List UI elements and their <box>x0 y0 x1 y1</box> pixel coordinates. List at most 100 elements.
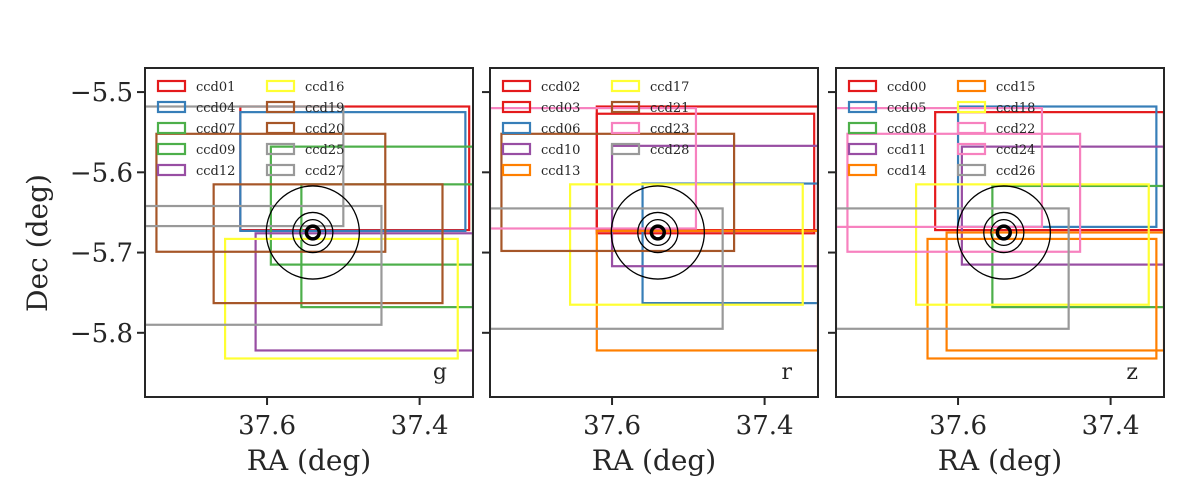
target-circle <box>265 185 361 280</box>
legend-swatch-ccd01 <box>156 79 187 93</box>
footprint-ccd00 <box>934 111 1164 232</box>
target-circle <box>299 219 327 246</box>
x-tick-label: 37.4 <box>736 411 794 441</box>
target-circle <box>292 211 334 254</box>
legend-label-ccd04: ccd04 <box>196 101 235 116</box>
footprint-ccd06 <box>641 182 818 305</box>
legend-swatch-ccd19 <box>265 100 296 114</box>
panels: −5.5 −5.6 −5.7 −5.8 37.6 37.4 RA (deg) g ccd01 cc… <box>70 67 1165 477</box>
legend-swatch-ccd05 <box>847 100 878 114</box>
band-label: g <box>433 360 447 385</box>
plot-area <box>145 105 473 360</box>
legend-swatch-ccd00 <box>847 79 878 93</box>
x-tick-label: 37.6 <box>929 411 987 441</box>
legend-swatch-ccd25 <box>265 142 296 156</box>
footprint-ccd13 <box>595 229 818 352</box>
legend-label-ccd25: ccd25 <box>305 143 344 158</box>
legend-swatch-ccd28 <box>610 142 641 156</box>
legend-swatch-ccd18 <box>956 100 987 114</box>
footprint-ccd27 <box>145 105 345 228</box>
footprint-ccd18 <box>914 183 1150 306</box>
footprint-ccd24 <box>836 107 1044 228</box>
legend-label-ccd28: ccd28 <box>650 143 689 158</box>
legend-label-ccd13: ccd13 <box>541 164 580 179</box>
x-tick-label: 37.6 <box>238 411 296 441</box>
x-axis-label: RA (deg) <box>938 444 1062 477</box>
footprint-ccd22 <box>846 132 1082 253</box>
legend-swatch-ccd06 <box>501 121 532 135</box>
footprint-ccd02 <box>595 105 818 232</box>
legend-label-ccd09: ccd09 <box>196 143 235 158</box>
target-circle <box>304 224 321 241</box>
band-label: z <box>1126 360 1138 385</box>
legend-label-ccd00: ccd00 <box>887 80 926 95</box>
target-circle <box>995 224 1012 241</box>
legend-swatch-ccd24 <box>956 142 987 156</box>
x-tick-label: 37.6 <box>583 411 641 441</box>
band-label: r <box>781 360 792 385</box>
panel-g: −5.5−5.6−5.7−5.837.6 37.4RA (deg)gccd01cc… <box>70 67 474 477</box>
footprint-ccd23 <box>490 107 698 230</box>
footprint-ccd26 <box>836 207 1070 330</box>
footprint-ccd25 <box>145 204 383 326</box>
legend-label-ccd20: ccd20 <box>305 122 344 137</box>
legend-swatch-ccd02 <box>501 79 532 93</box>
footprint-ccd16 <box>223 237 459 360</box>
legend-label-ccd05: ccd05 <box>887 101 926 116</box>
legend-swatch-ccd20 <box>265 121 296 135</box>
footprint-ccd04 <box>239 111 467 232</box>
legend-label-ccd02: ccd02 <box>541 80 580 95</box>
axes-frame <box>835 67 1165 398</box>
legend-label-ccd18: ccd18 <box>996 101 1035 116</box>
legend: ccd02 ccd03 ccd06 ccd10 ccd13 ccd17 ccd21 ccd23… <box>501 79 689 179</box>
x-axis-label: RA (deg) <box>247 444 371 477</box>
y-tick-label: −5.7 <box>70 239 133 269</box>
legend: ccd00 ccd05 ccd08 ccd11 ccd14 ccd15 ccd18 ccd22… <box>847 79 1035 179</box>
legend-label-ccd26: ccd26 <box>996 164 1035 179</box>
legend-swatch-ccd27 <box>265 163 296 177</box>
legend-swatch-ccd15 <box>956 79 987 93</box>
legend-label-ccd23: ccd23 <box>650 122 689 137</box>
y-tick-label: −5.6 <box>70 158 133 188</box>
legend-label-ccd03: ccd03 <box>541 101 580 116</box>
plot-area <box>490 105 818 352</box>
legend-swatch-ccd23 <box>610 121 641 135</box>
legend-label-ccd12: ccd12 <box>196 164 235 179</box>
target-circle <box>649 224 666 241</box>
target-circle <box>990 219 1018 246</box>
target-circle <box>983 211 1025 254</box>
legend-label-ccd01: ccd01 <box>196 80 235 95</box>
footprint-ccd11 <box>960 145 1164 266</box>
legend-label-ccd19: ccd19 <box>305 101 344 116</box>
legend-label-ccd27: ccd27 <box>305 164 344 179</box>
legend-label-ccd07: ccd07 <box>196 122 235 137</box>
target-circle <box>956 185 1052 280</box>
legend-label-ccd15: ccd15 <box>996 80 1035 95</box>
footprint-ccd10 <box>610 144 818 268</box>
legend-swatch-ccd10 <box>501 142 532 156</box>
legend: ccd01 ccd04 ccd07 ccd09 ccd12 ccd16 ccd19 ccd20… <box>156 79 344 179</box>
footprint-ccd15 <box>926 237 1158 360</box>
target-circle <box>637 211 679 254</box>
footprint-ccd20 <box>212 183 444 305</box>
axes-frame <box>489 67 819 398</box>
axes-frame <box>144 67 474 398</box>
legend-swatch-ccd08 <box>847 121 878 135</box>
y-tick-label: −5.5 <box>70 78 133 108</box>
y-axis-label: Dec (deg) <box>21 174 54 312</box>
legend-swatch-ccd11 <box>847 142 878 156</box>
legend-label-ccd22: ccd22 <box>996 122 1035 137</box>
footprint-ccd28 <box>490 207 724 330</box>
legend-swatch-ccd22 <box>956 121 987 135</box>
footprint-ccd12 <box>254 232 473 352</box>
legend-swatch-ccd12 <box>156 163 187 177</box>
panel-z: 37.6 37.4RA (deg)zccd00ccd05ccd08ccd11ccd… <box>828 67 1165 477</box>
panel-r: 37.6 37.4RA (deg)rccd02ccd03ccd06ccd10ccd… <box>482 67 819 477</box>
legend-label-ccd06: ccd06 <box>541 122 580 137</box>
legend-swatch-ccd16 <box>265 79 296 93</box>
legend-label-ccd10: ccd10 <box>541 143 580 158</box>
y-tick-label: −5.8 <box>70 319 133 349</box>
target-circle <box>644 219 672 246</box>
footprint-ccd03 <box>595 112 816 235</box>
